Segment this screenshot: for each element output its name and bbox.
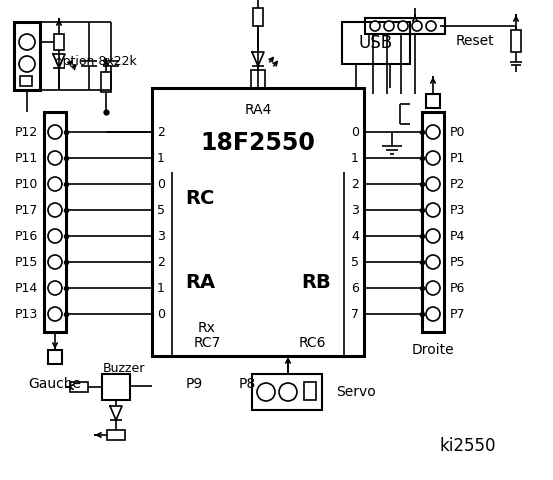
Circle shape: [370, 21, 380, 31]
Text: option 8x22k: option 8x22k: [55, 56, 137, 69]
Text: 1: 1: [157, 152, 165, 165]
Text: P3: P3: [450, 204, 466, 216]
Circle shape: [257, 383, 275, 401]
Text: 0: 0: [157, 178, 165, 191]
Bar: [342, 22, 410, 64]
Text: 2: 2: [157, 125, 165, 139]
Circle shape: [426, 125, 440, 139]
Text: ki2550: ki2550: [440, 437, 496, 455]
Text: Gauche: Gauche: [29, 377, 81, 391]
Bar: [252, 374, 322, 410]
Text: 5: 5: [157, 204, 165, 216]
Bar: [14, 22, 40, 90]
Text: 2: 2: [351, 178, 359, 191]
Text: RC6: RC6: [298, 336, 326, 350]
Circle shape: [48, 151, 62, 165]
Text: 3: 3: [351, 204, 359, 216]
Text: P16: P16: [15, 229, 38, 242]
Text: 1: 1: [157, 281, 165, 295]
Circle shape: [48, 203, 62, 217]
Text: 18F2550: 18F2550: [201, 131, 315, 155]
Bar: [107, 430, 125, 440]
Text: P8: P8: [238, 377, 255, 391]
Text: RB: RB: [301, 274, 331, 292]
Bar: [54, 34, 64, 50]
Text: P6: P6: [450, 281, 466, 295]
Text: RC: RC: [185, 189, 215, 207]
Text: P17: P17: [14, 204, 38, 216]
Text: P10: P10: [14, 178, 38, 191]
Circle shape: [426, 229, 440, 243]
Text: 0: 0: [351, 125, 359, 139]
Circle shape: [426, 21, 436, 31]
Text: USB: USB: [359, 34, 393, 52]
Text: P5: P5: [450, 255, 466, 268]
Text: Buzzer: Buzzer: [103, 361, 145, 374]
Text: Reset: Reset: [455, 34, 494, 48]
Bar: [426, 94, 440, 108]
Text: P9: P9: [185, 377, 202, 391]
Bar: [251, 70, 265, 88]
Text: 7: 7: [351, 308, 359, 321]
Text: P13: P13: [15, 308, 38, 321]
Text: 0: 0: [157, 308, 165, 321]
Circle shape: [384, 21, 394, 31]
Bar: [44, 112, 66, 332]
Text: RA: RA: [185, 274, 215, 292]
Text: RA4: RA4: [244, 103, 272, 117]
Bar: [20, 76, 32, 86]
Text: RC7: RC7: [194, 336, 221, 350]
Bar: [101, 72, 111, 92]
Circle shape: [48, 229, 62, 243]
Circle shape: [48, 307, 62, 321]
Circle shape: [426, 203, 440, 217]
Circle shape: [48, 177, 62, 191]
Circle shape: [426, 255, 440, 269]
Circle shape: [412, 21, 422, 31]
Text: P14: P14: [15, 281, 38, 295]
Text: 2: 2: [157, 255, 165, 268]
Circle shape: [426, 151, 440, 165]
Circle shape: [426, 177, 440, 191]
Text: P4: P4: [450, 229, 466, 242]
Text: Rx: Rx: [198, 321, 216, 335]
Circle shape: [19, 56, 35, 72]
Text: Droite: Droite: [411, 343, 455, 357]
Bar: [365, 18, 445, 34]
Circle shape: [426, 281, 440, 295]
Text: P2: P2: [450, 178, 466, 191]
Circle shape: [48, 255, 62, 269]
Bar: [48, 350, 62, 364]
Text: 6: 6: [351, 281, 359, 295]
Text: P15: P15: [14, 255, 38, 268]
Circle shape: [426, 307, 440, 321]
Circle shape: [19, 34, 35, 50]
Text: Servo: Servo: [336, 385, 375, 399]
Text: 4: 4: [351, 229, 359, 242]
Bar: [70, 382, 88, 392]
Text: P11: P11: [15, 152, 38, 165]
Text: 1: 1: [351, 152, 359, 165]
Circle shape: [48, 281, 62, 295]
Bar: [102, 374, 130, 400]
Bar: [152, 88, 364, 356]
Bar: [422, 112, 444, 332]
Bar: [304, 382, 316, 400]
Text: P7: P7: [450, 308, 466, 321]
Text: P0: P0: [450, 125, 466, 139]
Bar: [253, 8, 263, 26]
Text: P12: P12: [15, 125, 38, 139]
Circle shape: [279, 383, 297, 401]
Text: P1: P1: [450, 152, 466, 165]
Bar: [511, 30, 521, 52]
Circle shape: [48, 125, 62, 139]
Text: 5: 5: [351, 255, 359, 268]
Text: 3: 3: [157, 229, 165, 242]
Circle shape: [398, 21, 408, 31]
